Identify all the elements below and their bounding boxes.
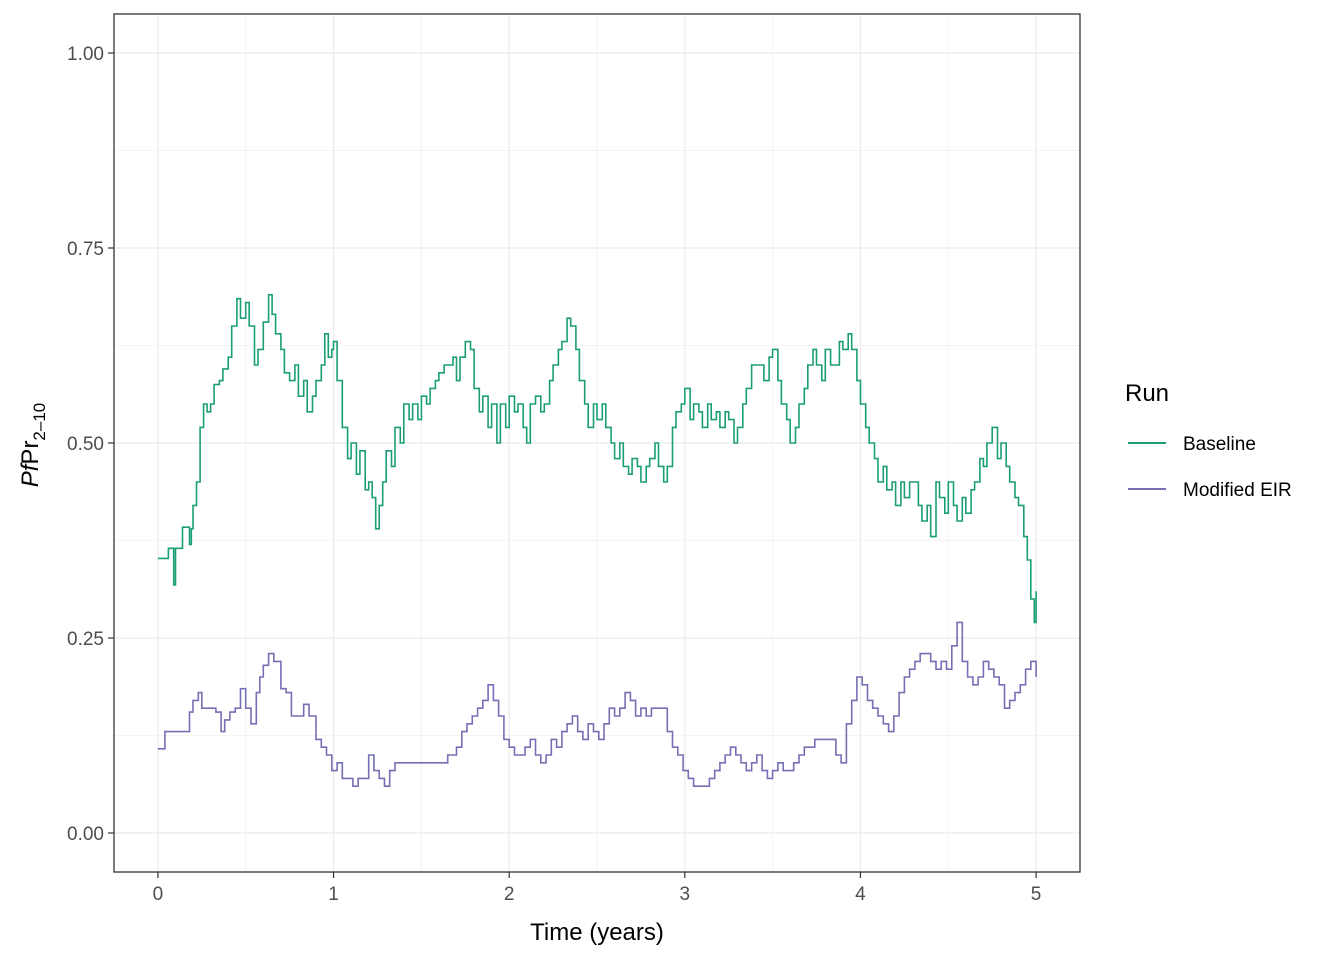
x-axis-title: Time (years) [530,919,664,946]
y-tick-label: 0.75 [67,239,104,260]
y-tick-label: 0.00 [67,824,104,845]
y-axis-title-prefix: Pf [17,462,44,487]
axis-ticks: 0 1 2 3 4 5 0.00 0.25 0.50 0.75 1.00 [67,44,1041,905]
x-tick-label: 2 [504,884,515,905]
x-tick-label: 1 [328,884,339,905]
x-tick-label: 3 [680,884,691,905]
y-axis-title-subscript: 2–10 [30,403,49,441]
legend-label-baseline: Baseline [1183,434,1256,455]
y-tick-label: 0.25 [67,629,104,650]
y-tick-label: 1.00 [67,44,104,65]
x-tick-label: 4 [855,884,866,905]
x-tick-label: 5 [1031,884,1042,905]
series-layer [157,294,1037,787]
series-line-modified-eir [157,621,1037,787]
y-axis-title: PfPr2–10 [17,403,49,488]
y-axis-title-main: Pr [17,441,44,465]
series-line-baseline [157,294,1037,624]
legend-label-modified-eir: Modified EIR [1183,480,1292,501]
legend: Run Baseline Modified EIR [1125,380,1292,501]
grid [114,14,1080,872]
x-tick-label: 0 [153,884,164,905]
y-tick-label: 0.50 [67,434,104,455]
legend-title: Run [1125,380,1169,407]
